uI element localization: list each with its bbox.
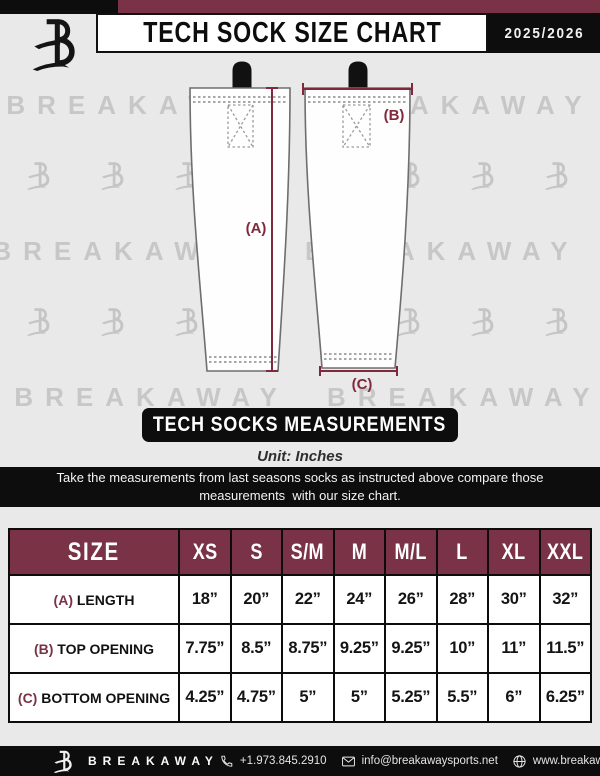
right-sock-outline — [304, 61, 411, 369]
left-sock-hanger-tab — [232, 61, 252, 89]
breakaway-monogram-watermark-icon — [543, 306, 575, 336]
cell-top-xs: 7.75” — [178, 623, 232, 674]
cell-bottom-xxl: 6.25” — [538, 672, 592, 723]
instruction-line-1: Take the measurements from last seasons … — [56, 470, 544, 485]
measure-label-a: (A) — [246, 220, 267, 237]
measurements-banner-label: TECH SOCKS MEASUREMENTS — [153, 413, 447, 436]
measure-line-b — [302, 83, 413, 95]
page-title-box: TECH SOCK SIZE CHART — [96, 13, 488, 53]
footer-bar: BREAKAWAY +1.973.845.2910 info@breakaway… — [0, 746, 600, 776]
table-row-bottom-opening: (C) BOTTOM OPENING 4.25” 4.75” 5” 5” 5.2… — [8, 672, 592, 723]
column-header-s: S — [229, 528, 283, 576]
measure-line-a — [266, 87, 278, 372]
cell-top-ml: 9.25” — [384, 623, 438, 674]
column-header-sm: S/M — [281, 528, 335, 576]
breakaway-monogram-watermark-icon — [99, 160, 131, 190]
measurements-banner: TECH SOCKS MEASUREMENTS — [142, 408, 458, 442]
table-row-length: (A) LENGTH 18” 20” 22” 24” 26” 28” 30” 3… — [8, 574, 592, 625]
cell-bottom-xl: 6” — [487, 672, 541, 723]
cell-top-m: 9.25” — [332, 623, 386, 674]
row-label-bottom-opening: (C) BOTTOM OPENING — [8, 672, 180, 723]
cell-length-xxl: 32” — [538, 574, 592, 625]
footer-email-link[interactable]: info@breakawaysports.net — [341, 754, 498, 769]
cell-length-xl: 30” — [487, 574, 541, 625]
cell-top-s: 8.5” — [229, 623, 283, 674]
right-sock-patch — [342, 104, 371, 148]
measure-label-b: (B) — [384, 107, 405, 124]
cell-length-xs: 18” — [178, 574, 232, 625]
cell-length-l: 28” — [435, 574, 489, 625]
left-sock-patch — [227, 104, 254, 148]
column-header-size: SIZE — [8, 528, 180, 576]
breakaway-logo-icon — [20, 15, 98, 71]
cell-bottom-s: 4.75” — [229, 672, 283, 723]
footer-website-link[interactable]: www.breakawaysports.net — [512, 754, 600, 769]
globe-icon — [513, 754, 526, 768]
right-sock-hanger-tab — [348, 61, 368, 89]
breakaway-monogram-watermark-icon — [99, 306, 131, 336]
season-badge: 2025/2026 — [488, 13, 600, 53]
season-label: 2025/2026 — [503, 24, 585, 42]
cell-bottom-l: 5.5” — [435, 672, 489, 723]
breakaway-monogram-watermark-icon — [543, 160, 575, 190]
cell-bottom-xs: 4.25” — [178, 672, 232, 723]
footer-brand-name: BREAKAWAY — [88, 754, 219, 768]
footer-website-url: www.breakawaysports.net — [532, 755, 600, 767]
column-header-xs: XS — [178, 528, 232, 576]
cell-top-xxl: 11.5” — [538, 623, 592, 674]
footer-brand: BREAKAWAY — [52, 749, 219, 773]
left-sock-outline — [189, 61, 291, 372]
column-header-xxl: XXL — [538, 528, 592, 576]
footer-contacts: +1.973.845.2910 info@breakawaysports.net… — [219, 754, 600, 769]
breakaway-monogram-watermark-icon — [469, 306, 501, 336]
cell-bottom-sm: 5” — [281, 672, 335, 723]
breakaway-monogram-watermark-icon — [469, 160, 501, 190]
footer-email-address: info@breakawaysports.net — [361, 755, 498, 767]
column-header-m: M — [332, 528, 386, 576]
cell-length-s: 20” — [229, 574, 283, 625]
size-chart-table: SIZE XS S S/M M M/L L XL XXL (A) LENGTH … — [8, 528, 592, 723]
breakaway-monogram-watermark-icon — [25, 306, 57, 336]
cell-top-xl: 11” — [487, 623, 541, 674]
phone-icon — [221, 755, 233, 767]
measure-label-c: (C) — [352, 376, 373, 393]
column-header-xl: XL — [487, 528, 541, 576]
page-title: TECH SOCK SIZE CHART — [142, 16, 442, 49]
cell-bottom-m: 5” — [332, 672, 386, 723]
cell-top-l: 10” — [435, 623, 489, 674]
measure-line-c — [319, 366, 398, 376]
cell-length-sm: 22” — [281, 574, 335, 625]
breakaway-logo-icon — [52, 749, 78, 773]
row-label-top-opening: (B) TOP OPENING — [8, 623, 180, 674]
header-top-maroon-strip — [118, 0, 600, 14]
cell-top-sm: 8.75” — [281, 623, 335, 674]
header-top-black-strip — [0, 0, 118, 14]
table-row-top-opening: (B) TOP OPENING 7.75” 8.5” 8.75” 9.25” 9… — [8, 623, 592, 674]
cell-length-ml: 26” — [384, 574, 438, 625]
size-table-header-row: SIZE XS S S/M M M/L L XL XXL — [8, 528, 592, 576]
sock-measurement-diagram: (A) (B) (C) — [189, 61, 413, 393]
watermark-text-row: BREAKAWAY BREAKAWAY — [14, 382, 600, 412]
footer-phone-link[interactable]: +1.973.845.2910 — [219, 754, 327, 769]
footer-phone-number: +1.973.845.2910 — [239, 755, 327, 767]
row-label-length: (A) LENGTH — [8, 574, 180, 625]
instruction-bar: Take the measurements from last seasons … — [0, 467, 600, 507]
unit-label: Unit: Inches — [257, 448, 343, 465]
column-header-ml: M/L — [384, 528, 438, 576]
cell-bottom-ml: 5.25” — [384, 672, 438, 723]
column-header-l: L — [435, 528, 489, 576]
envelope-icon — [341, 756, 355, 766]
instruction-line-2: measurements with our size chart. — [199, 488, 401, 503]
cell-length-m: 24” — [332, 574, 386, 625]
breakaway-monogram-watermark-icon — [25, 160, 57, 190]
